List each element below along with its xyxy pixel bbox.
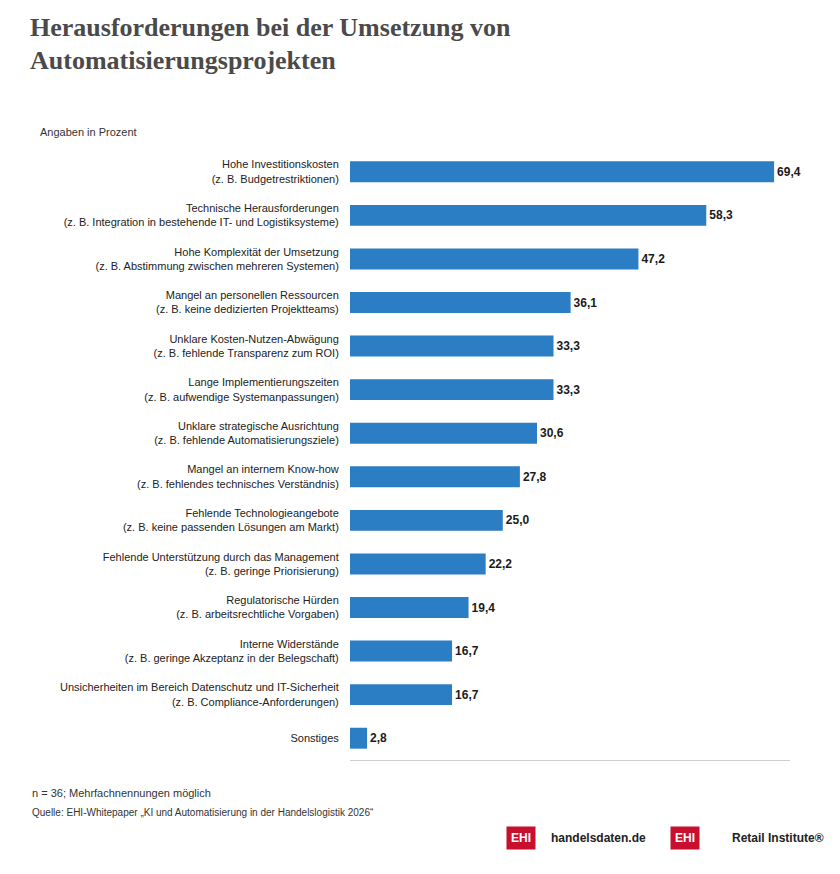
svg-text:Unklare strategische Ausrichtu: Unklare strategische Ausrichtung(z. B. f… [154,420,339,446]
svg-text:19,4: 19,4 [472,601,496,615]
svg-text:Unklare Kosten-Nutzen-Abwägung: Unklare Kosten-Nutzen-Abwägung(z. B. feh… [154,333,339,359]
svg-text:25,0: 25,0 [506,513,530,527]
svg-text:Interne Widerstände(z. B. geri: Interne Widerstände(z. B. geringe Akzept… [125,638,339,664]
svg-text:Retail Institute®: Retail Institute® [732,831,824,845]
svg-text:Lange Implementierungszeiten(z: Lange Implementierungszeiten(z. B. aufwe… [144,376,338,402]
svg-text:30,6: 30,6 [540,426,564,440]
svg-text:handelsdaten.de: handelsdaten.de [551,831,646,845]
svg-text:Hohe Investitionskosten(z. B.: Hohe Investitionskosten(z. B. Budgetrest… [212,158,339,184]
svg-text:Regulatorische Hürden(z. B. ar: Regulatorische Hürden(z. B. arbeitsrecht… [176,594,339,620]
svg-text:EHI: EHI [675,831,695,845]
svg-text:Sonstiges: Sonstiges [290,732,339,744]
svg-text:n = 36; Mehrfachnennungen mögl: n = 36; Mehrfachnennungen möglich [32,787,211,799]
svg-text:Fehlende Technologieangebote(z: Fehlende Technologieangebote(z. B. keine… [123,507,339,533]
svg-text:EHI: EHI [511,831,531,845]
svg-text:22,2: 22,2 [489,557,513,571]
svg-text:69,4: 69,4 [777,165,801,179]
svg-text:2,8: 2,8 [370,731,387,745]
svg-text:16,7: 16,7 [455,644,479,658]
svg-text:Hohe Komplexität der Umsetzung: Hohe Komplexität der Umsetzung(z. B. Abs… [95,246,338,272]
svg-text:Quelle: EHI-Whitepaper „KI und: Quelle: EHI-Whitepaper „KI und Automatis… [32,807,373,818]
svg-text:Mangel an personellen Ressourc: Mangel an personellen Ressourcen(z. B. k… [156,289,339,315]
svg-text:Mangel an internem Know-how(z.: Mangel an internem Know-how(z. B. fehlen… [137,463,339,489]
svg-text:Unsicherheiten im Bereich Date: Unsicherheiten im Bereich Datenschutz un… [60,681,339,707]
svg-text:Angaben in Prozent: Angaben in Prozent [40,126,137,138]
svg-text:33,3: 33,3 [557,339,581,353]
svg-text:Herausforderungen bei der Umse: Herausforderungen bei der Umsetzung vonA… [30,13,511,76]
svg-text:58,3: 58,3 [709,208,733,222]
svg-text:Fehlende Unterstützung durch d: Fehlende Unterstützung durch das Managem… [103,551,339,577]
svg-text:47,2: 47,2 [641,252,665,266]
svg-text:27,8: 27,8 [523,470,547,484]
svg-text:36,1: 36,1 [574,296,598,310]
svg-text:33,3: 33,3 [557,383,581,397]
svg-text:Technische Herausforderungen(z: Technische Herausforderungen(z. B. Integ… [64,202,339,228]
svg-text:16,7: 16,7 [455,688,479,702]
